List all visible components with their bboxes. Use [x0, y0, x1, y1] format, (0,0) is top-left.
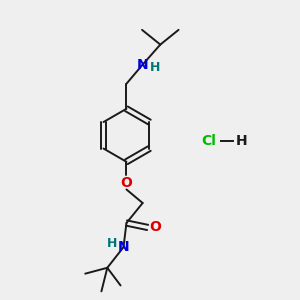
Text: O: O: [149, 220, 161, 234]
Text: H: H: [150, 61, 160, 74]
Text: N: N: [118, 240, 129, 254]
Text: H: H: [107, 237, 118, 250]
Text: N: N: [137, 58, 148, 72]
Text: Cl: Cl: [202, 134, 216, 148]
Text: O: O: [121, 176, 132, 190]
Text: H: H: [236, 134, 247, 148]
